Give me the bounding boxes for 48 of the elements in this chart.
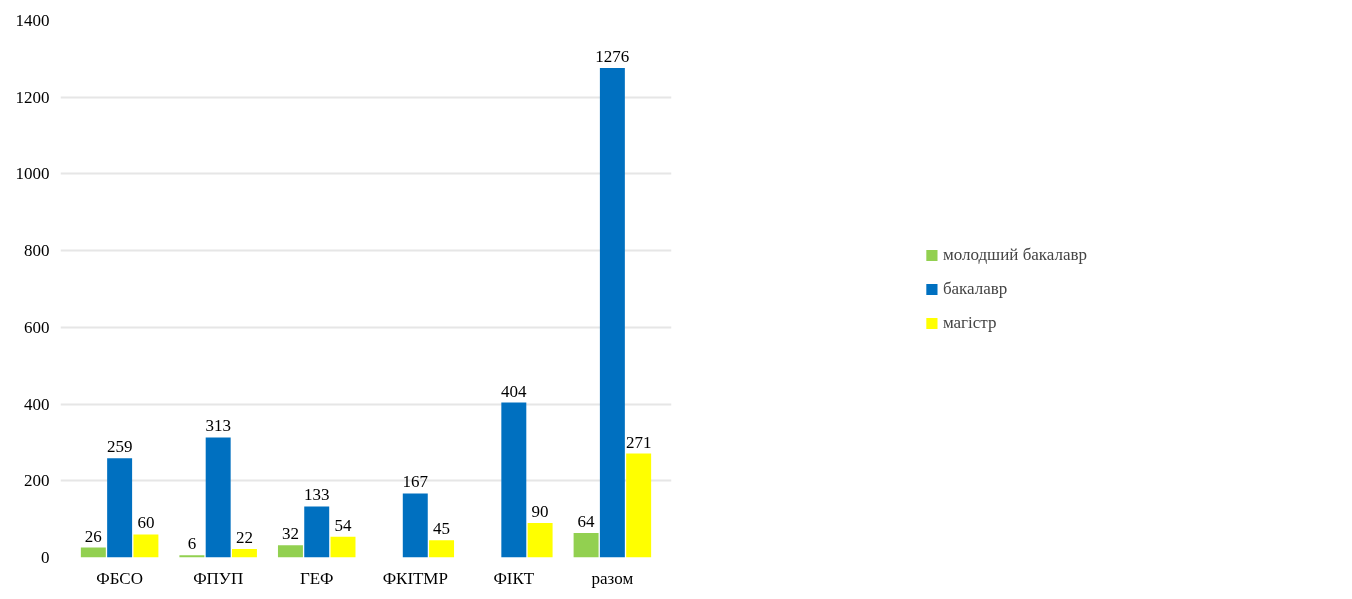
x-tick-label: ФПУП — [193, 568, 244, 588]
bar — [573, 532, 599, 558]
y-tick-label: 800 — [24, 241, 50, 261]
legend-label: молодший бакалавр — [942, 244, 1088, 265]
bar — [402, 493, 428, 558]
x-tick-label: ФБСО — [96, 568, 143, 588]
bar — [277, 545, 303, 558]
bar — [527, 522, 553, 558]
y-tick-label: 1200 — [15, 87, 50, 107]
y-tick-label: 0 — [41, 548, 50, 567]
data-label: 313 — [205, 416, 231, 436]
bar — [599, 68, 625, 558]
y-tick-label: 1000 — [15, 164, 50, 184]
data-label: 60 — [137, 513, 155, 533]
data-label: 32 — [281, 524, 299, 544]
x-tick-label: разом — [591, 568, 634, 588]
bar — [304, 506, 330, 558]
bar — [205, 437, 231, 558]
bar — [626, 453, 652, 558]
bar — [330, 536, 356, 558]
bar — [231, 549, 257, 558]
data-label: 271 — [625, 432, 652, 452]
data-label: 133 — [303, 485, 330, 505]
y-tick-label: 400 — [24, 394, 50, 414]
data-label: 6 — [187, 534, 197, 554]
x-tick-label: ФІКТ — [493, 568, 535, 588]
bar — [429, 540, 455, 558]
y-tick-label: 200 — [24, 471, 50, 491]
bar — [501, 402, 527, 558]
bar — [107, 458, 133, 558]
y-tick-label: 1400 — [15, 11, 50, 30]
legend-label: магістр — [942, 312, 997, 333]
data-label: 1276 — [595, 47, 630, 67]
data-label: 45 — [433, 519, 451, 539]
x-tick-label: ФКІТМР — [382, 568, 448, 588]
data-label: 64 — [577, 511, 596, 531]
bar — [133, 534, 159, 558]
legend-label: бакалавр — [942, 278, 1008, 299]
data-label: 167 — [402, 472, 429, 492]
data-label: 22 — [235, 528, 253, 548]
data-label: 54 — [334, 515, 353, 535]
x-tick-label: ГЕФ — [299, 568, 334, 588]
data-label: 26 — [84, 526, 102, 546]
bar — [80, 547, 106, 558]
y-tick-label: 600 — [24, 317, 50, 337]
data-label: 90 — [531, 501, 549, 521]
data-label: 259 — [106, 437, 133, 457]
data-label: 404 — [501, 381, 528, 401]
